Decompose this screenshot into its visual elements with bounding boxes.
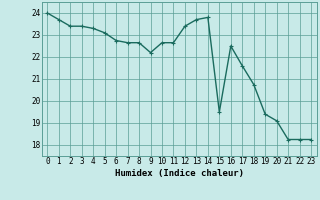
- X-axis label: Humidex (Indice chaleur): Humidex (Indice chaleur): [115, 169, 244, 178]
